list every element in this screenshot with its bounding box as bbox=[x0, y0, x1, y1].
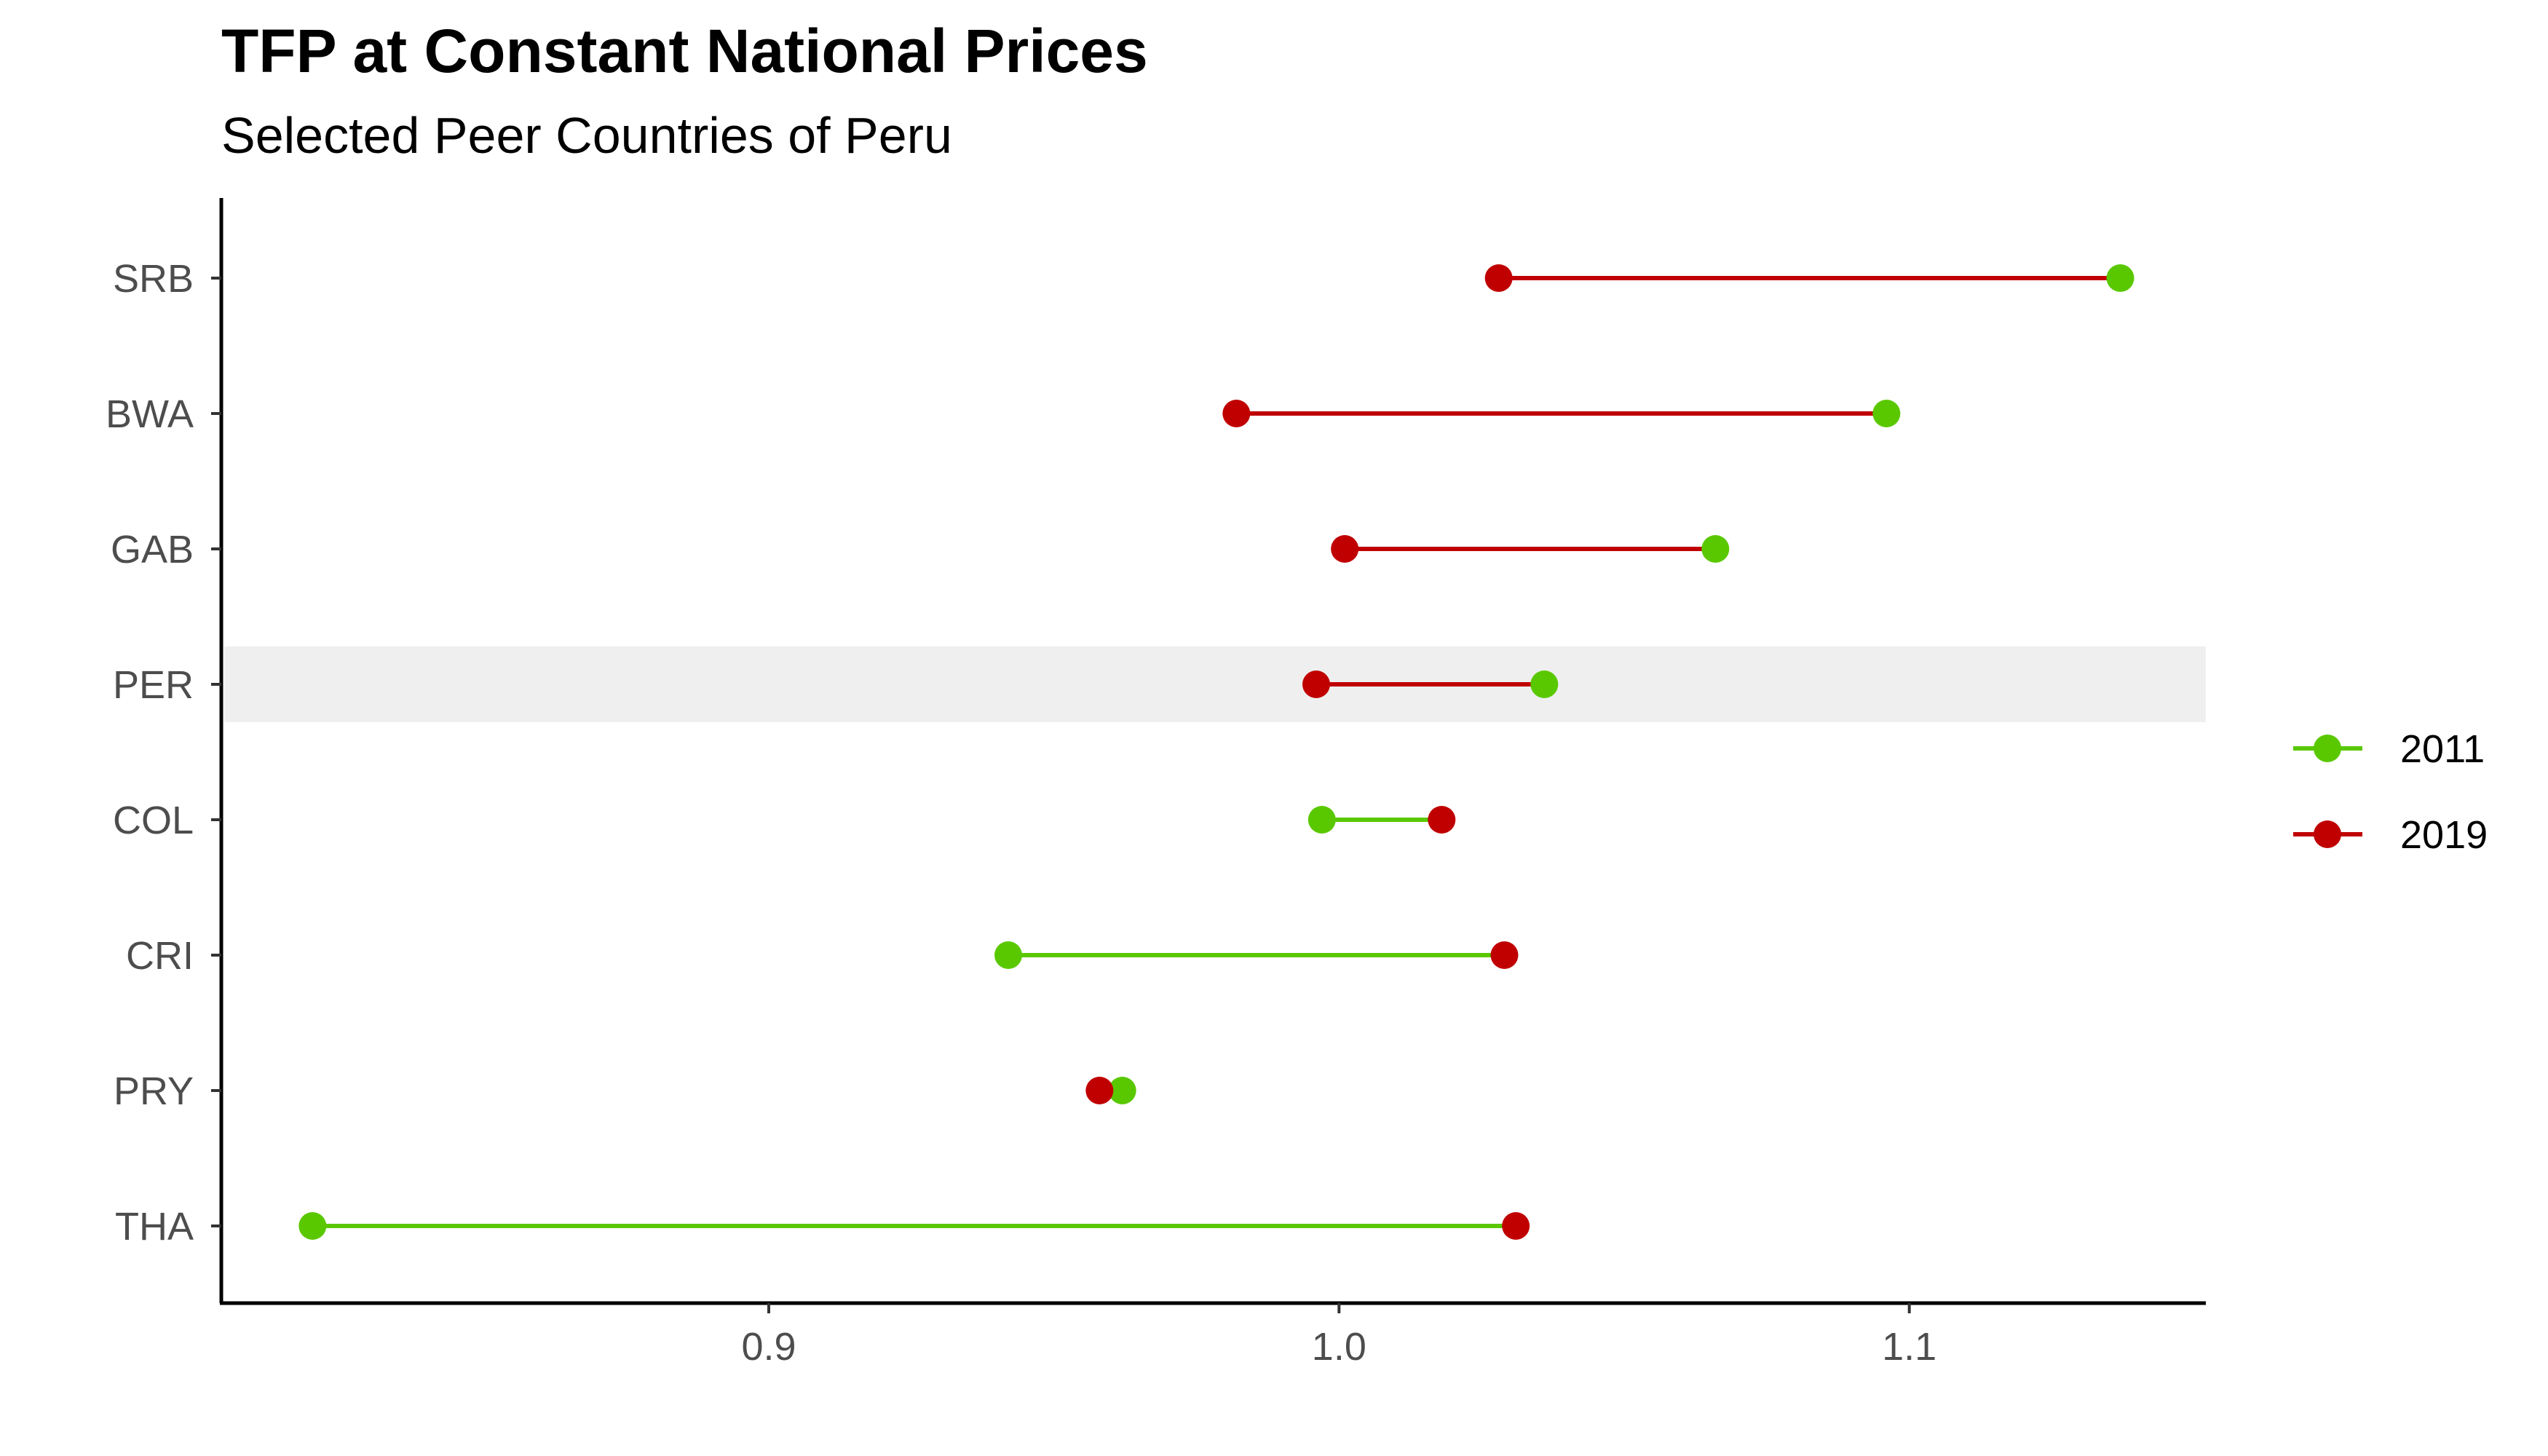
point-2019-pry bbox=[1085, 1077, 1114, 1104]
point-2011-per bbox=[1530, 670, 1559, 698]
y-tick-label: PRY bbox=[114, 1069, 194, 1113]
x-tick-label: 1.0 bbox=[1312, 1325, 1366, 1369]
y-tick-label: COL bbox=[113, 799, 194, 842]
highlight-band-per bbox=[224, 646, 2206, 722]
point-2011-col bbox=[1307, 806, 1336, 834]
x-tick-label: 0.9 bbox=[741, 1325, 796, 1369]
x-tick-label: 1.1 bbox=[1882, 1325, 1936, 1369]
legend-key-dot bbox=[2314, 735, 2341, 762]
legend-key-dot bbox=[2314, 820, 2341, 848]
point-2019-tha bbox=[1502, 1212, 1530, 1240]
chart-subtitle: Selected Peer Countries of Peru bbox=[221, 107, 952, 164]
y-tick-label: CRI bbox=[126, 934, 194, 978]
point-2011-gab bbox=[1701, 535, 1730, 563]
point-2011-srb bbox=[2106, 264, 2134, 292]
point-2019-col bbox=[1428, 806, 1456, 834]
y-tick-label: SRB bbox=[113, 257, 194, 301]
legend-label: 2019 bbox=[2400, 813, 2488, 857]
point-2019-srb bbox=[1484, 264, 1513, 292]
chart-title: TFP at Constant National Prices bbox=[221, 17, 1148, 85]
point-2019-gab bbox=[1331, 535, 1359, 563]
legend-label: 2011 bbox=[2400, 727, 2485, 771]
point-2019-bwa bbox=[1222, 400, 1251, 427]
y-tick-label: PER bbox=[113, 663, 194, 707]
point-2011-cri bbox=[994, 941, 1022, 969]
point-2011-tha bbox=[298, 1212, 327, 1240]
y-tick-label: BWA bbox=[106, 392, 194, 436]
y-tick-label: THA bbox=[115, 1205, 194, 1249]
point-2011-pry bbox=[1108, 1077, 1136, 1104]
point-2011-bwa bbox=[1872, 400, 1901, 427]
y-tick-label: GAB bbox=[111, 528, 194, 571]
point-2019-per bbox=[1302, 670, 1330, 698]
point-2019-cri bbox=[1490, 941, 1519, 969]
